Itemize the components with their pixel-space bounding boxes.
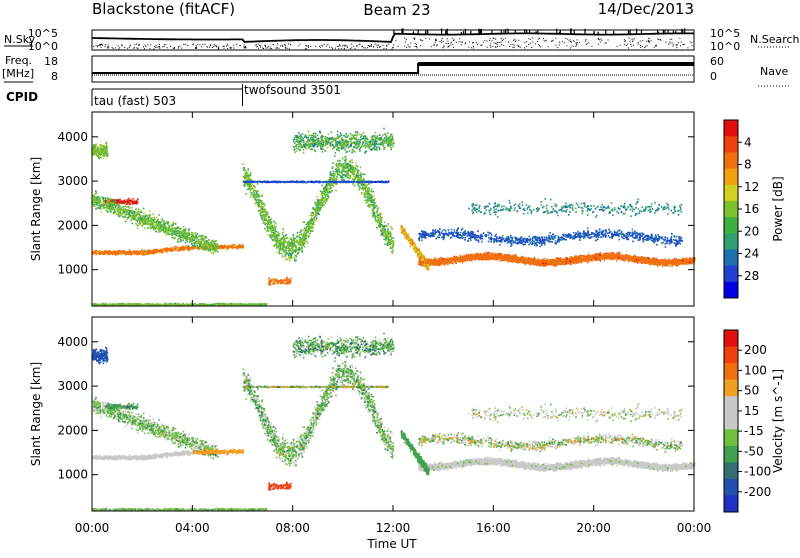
power-cbar-tick-label: 28 [744, 269, 759, 283]
power-cbar-swatch [724, 249, 738, 267]
power-ytick-label: 2000 [57, 218, 88, 232]
power-cbar-swatch [724, 152, 738, 170]
velocity-cbar-swatch [724, 379, 738, 397]
velocity-cbar-swatch [724, 363, 738, 381]
nave-axis-top: 60 [710, 55, 724, 68]
nsky-axis-bottom: 10^0 [28, 40, 58, 53]
freq-panel [91, 55, 695, 83]
velocity-cbar-tick-label: -200 [744, 485, 771, 499]
nsky-frame [91, 29, 695, 51]
power-colorbar: 4 8 12 16 20 24 28 Power [dB] [723, 119, 785, 299]
nsky-panel [91, 28, 695, 51]
velocity-cbar-tick-label: -100 [744, 465, 771, 479]
velocity-panel: 1000 2000 3000 4000 Slant Range [km] [29, 316, 696, 512]
velocity-cbar-tick-label: -15 [744, 424, 764, 438]
velocity-cells-8 [268, 481, 292, 491]
freq-dense-band [418, 62, 694, 66]
beam-title: Beam 23 [363, 1, 430, 19]
x-tick-label: 00:00 [677, 521, 712, 535]
power-cbar-swatch [724, 168, 738, 186]
velocity-cbar-swatch [724, 495, 738, 513]
freq-unit-label: [MHz] [2, 67, 34, 80]
power-cbar-swatch [724, 233, 738, 250]
power-cbar-swatch [724, 120, 738, 137]
power-cbar-tick-label: 24 [744, 247, 759, 261]
power-cbar-swatch [724, 200, 738, 218]
velocity-cbar-tick-label: -50 [744, 444, 764, 458]
nsky-axis-top: 10^5 [28, 27, 58, 40]
x-tick-label: 00:00 [75, 521, 110, 535]
nsearch-axis-top: 10^5 [710, 27, 740, 40]
velocity-cbar-swatch [724, 462, 738, 480]
x-tick-label: 04:00 [175, 521, 210, 535]
power-cbar-tick-label: 4 [744, 135, 752, 149]
nsky-series [92, 32, 695, 43]
velocity-cbar-tick-label: 15 [744, 404, 759, 418]
nsearch-axis-bottom: 10^0 [710, 40, 740, 53]
velocity-ytick-label: 1000 [57, 468, 88, 482]
nave-label: Nave [760, 65, 788, 78]
power-bg [92, 112, 694, 306]
freq-frame [91, 55, 695, 83]
power-ytick-label: 4000 [57, 130, 88, 144]
x-tick-label: 16:00 [476, 521, 511, 535]
power-cbar-label: Power [dB] [771, 176, 785, 241]
nsearch-series [93, 37, 693, 50]
freq-label: Freq. [5, 54, 32, 67]
time-axis: 00:00 04:00 08:00 12:00 16:00 20:00 00:00 [75, 112, 712, 535]
velocity-cbar-swatch [724, 396, 738, 414]
x-tick-label: 08:00 [275, 521, 310, 535]
power-cbar-swatch [724, 281, 738, 299]
velocity-cbar-swatch [724, 330, 738, 348]
velocity-cbar-tick-label: 50 [744, 384, 759, 398]
velocity-cbar-swatch [724, 412, 738, 430]
x-tick-label: 20:00 [576, 521, 611, 535]
nave-axis-bottom: 0 [710, 70, 717, 83]
power-ytick-label: 1000 [57, 263, 88, 277]
power-cbar-tick-label: 8 [744, 158, 752, 172]
velocity-cbar-label: Velocity [m s^-1] [771, 369, 785, 473]
power-ylabel: Slant Range [km] [29, 157, 43, 261]
power-cbar-swatch [724, 265, 738, 283]
power-ytick-label: 3000 [57, 174, 88, 188]
date-title: 14/Dec/2013 [598, 0, 694, 18]
velocity-cbar-tick-label: 200 [744, 343, 767, 357]
nsearch-label: N.Search [750, 33, 800, 46]
velocity-ytick-label: 3000 [57, 379, 88, 393]
station-title: Blackstone (fitACF) [92, 0, 235, 18]
velocity-cbar-swatch [724, 478, 738, 496]
x-tick-label: 12:00 [376, 521, 411, 535]
power-cbar-swatch [724, 136, 738, 153]
velocity-ytick-label: 2000 [57, 423, 88, 437]
power-cbar-tick-label: 16 [744, 202, 759, 216]
velocity-bg [92, 317, 694, 511]
velocity-cells-7 [99, 355, 101, 357]
freq-axis-top: 18 [44, 55, 58, 68]
cpid-2-label: twofsound 3501 [244, 83, 341, 97]
cpid-panel [91, 84, 243, 106]
power-cbar-tick-label: 20 [744, 224, 759, 238]
velocity-cbar-frame [723, 329, 739, 513]
power-cbar-tick-label: 12 [744, 180, 759, 194]
cpid-1-label: tau (fast) 503 [94, 94, 176, 108]
freq-axis-bottom: 8 [51, 70, 58, 83]
power-panel: 1000 2000 3000 4000 Slant Range [km] [29, 111, 696, 307]
nsky-label: N.Sky [4, 33, 36, 46]
velocity-cbar-swatch [724, 429, 738, 447]
velocity-cbar-tick-label: 100 [744, 363, 767, 377]
velocity-ylabel: Slant Range [km] [29, 362, 43, 466]
power-cbar-swatch [724, 184, 738, 202]
power-cbar-swatch [724, 217, 738, 234]
velocity-ytick-label: 4000 [57, 335, 88, 349]
velocity-cbar-swatch [724, 445, 738, 463]
cpid-label: CPID [6, 90, 38, 104]
nsky-spikes [393, 28, 686, 34]
velocity-cbar-swatch [724, 346, 738, 364]
x-axis-title: Time UT [366, 537, 417, 551]
